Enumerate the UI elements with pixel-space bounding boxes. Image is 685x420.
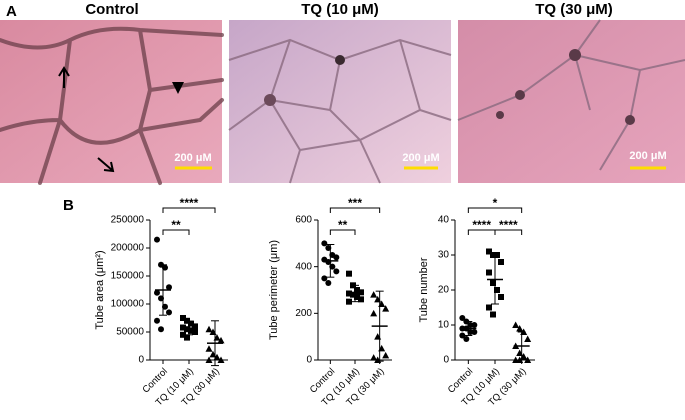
data-point [166,309,172,316]
data-point [358,289,364,296]
data-point [154,317,160,324]
y-tick-label: 200 [295,308,312,319]
data-point [166,284,172,291]
y-axis-label: Tube area (μm²) [94,250,106,329]
data-point [516,325,524,332]
scale-label: 200 μM [402,152,439,164]
data-point [382,305,390,312]
data-point [524,335,532,342]
data-point [350,291,356,298]
image-title: Control [85,1,138,18]
data-point [333,268,340,275]
y-tick-label: 400 [295,261,312,272]
data-point [188,327,194,334]
data-point [459,315,466,321]
data-point [524,356,532,363]
data-point [184,334,190,341]
significance-label: ** [171,218,181,232]
data-point [217,356,225,363]
data-point [192,323,198,330]
significance-bracket [329,207,381,213]
panel-label: A [6,3,17,20]
significance-bracket [494,229,523,235]
data-point [321,240,328,247]
significance-label: * [493,196,498,210]
significance-label: ** [338,218,348,232]
data-point [333,254,340,261]
micrograph: 200 μM [228,20,452,184]
y-tick-label: 0 [306,355,312,366]
y-tick-label: 200000 [111,243,145,254]
y-tick-label: 20 [438,285,450,296]
data-point [158,326,164,333]
data-point [217,336,225,344]
data-point [180,315,186,321]
significance-label: *** [348,196,362,210]
significance-label: **** [180,196,199,210]
significance-bracket [329,229,356,235]
data-point [459,332,466,339]
data-point [180,331,186,338]
y-tick-label: 100000 [111,299,145,310]
data-point [471,329,478,335]
significance-label: **** [499,218,518,232]
image-title: TQ (30 μM) [535,1,613,18]
y-tick-label: 150000 [111,271,145,282]
significance-label: **** [472,218,491,232]
data-point [490,311,496,318]
data-point [188,320,194,327]
data-point [205,345,213,352]
data-point [205,356,213,363]
data-point [486,304,492,311]
micrograph: 200 μM [0,20,224,185]
data-point [463,336,470,342]
y-axis-label: Tube perimeter (μm) [268,240,280,340]
y-tick-label: 40 [438,215,450,226]
micrograph: 200 μM [457,19,685,183]
data-point [354,294,360,300]
data-point [498,294,504,300]
data-point [358,296,364,303]
y-tick-label: 10 [438,320,450,331]
y-axis-label: Tube number [418,257,430,322]
data-point [486,248,492,255]
data-point [325,280,332,286]
data-point [490,280,496,286]
data-point [382,351,390,359]
y-tick-label: 50000 [116,327,144,338]
data-point [494,287,500,293]
data-point [370,291,378,298]
significance-bracket [162,229,190,235]
data-point [321,275,328,282]
data-point [370,354,378,361]
significance-bracket [467,207,523,213]
y-tick-label: 600 [295,215,312,226]
data-point [346,270,352,277]
scale-label: 200 μM [629,150,666,162]
panel-label: B [63,197,74,214]
data-point [486,269,492,276]
data-point [154,289,160,296]
image-title: TQ (10 μM) [301,1,379,18]
data-point [184,326,190,333]
data-point [512,321,520,328]
y-tick-label: 0 [138,355,144,366]
y-tick-label: 250000 [111,215,145,226]
significance-bracket [162,207,216,213]
data-point [498,259,504,265]
data-point [354,287,360,293]
data-point [192,329,198,335]
y-tick-label: 30 [438,250,450,261]
data-point [184,317,190,324]
y-tick-label: 0 [443,355,449,366]
data-point [346,298,352,305]
data-point [205,325,213,333]
data-point [471,322,478,328]
data-point [370,309,378,317]
data-point [154,236,160,243]
scale-label: 200 μM [174,152,211,164]
